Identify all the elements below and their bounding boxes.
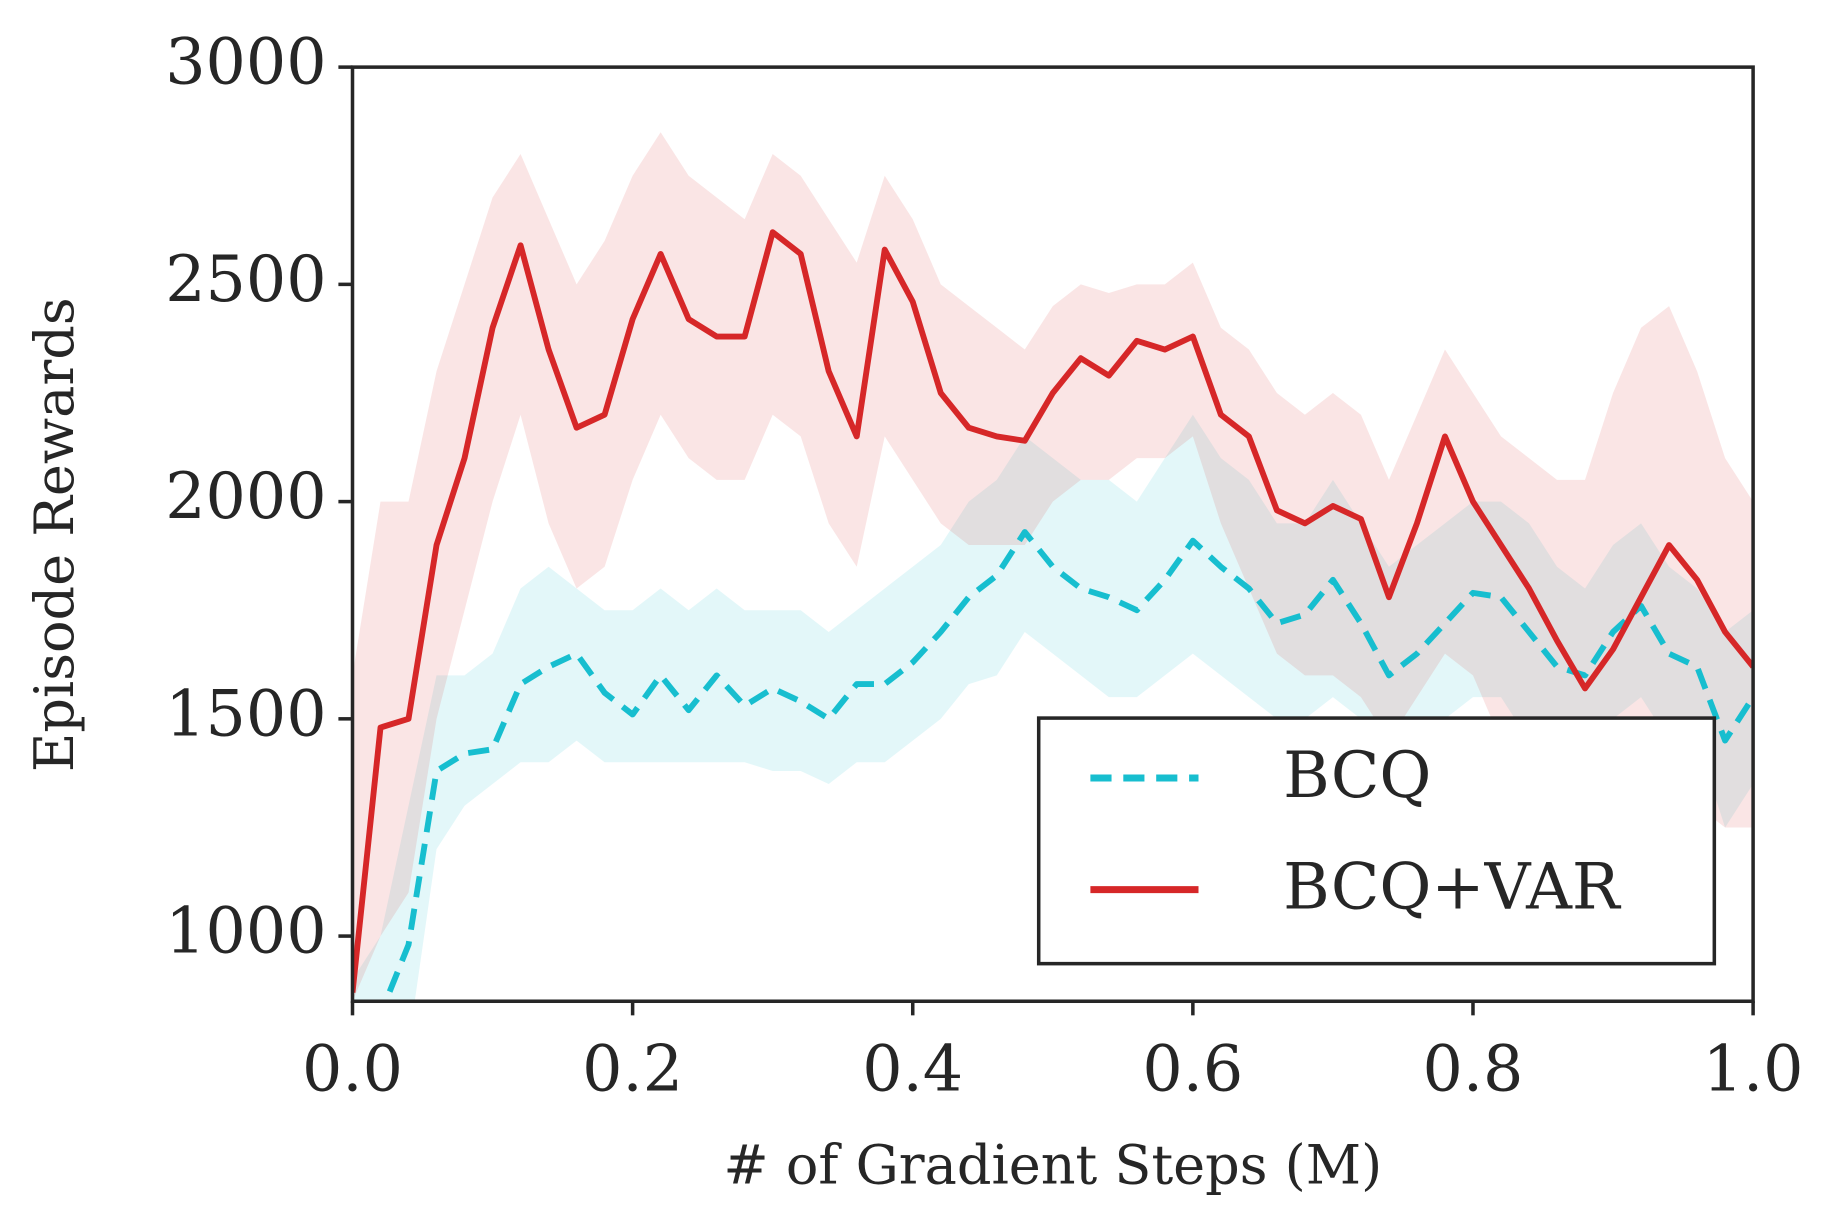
plot-frame [350, 65, 1755, 1004]
y-axis-label: Episode Rewards [23, 297, 86, 772]
y-tick-label: 1000 [165, 894, 326, 968]
x-tick-label: 0.6 [1142, 1032, 1243, 1106]
x-tick-label: 0.0 [302, 1032, 403, 1106]
x-tick-label: 0.2 [582, 1032, 683, 1106]
legend-label: BCQ [1283, 738, 1431, 812]
x-tick-label: 0.4 [862, 1032, 963, 1106]
y-tick-label: 2500 [165, 242, 326, 316]
y-tick-label: 1500 [165, 676, 326, 750]
x-tick-label: 1.0 [1703, 1032, 1804, 1106]
series-line [352, 229, 1754, 993]
legend-label: BCQ+VAR [1283, 849, 1622, 923]
lines [352, 229, 1754, 1002]
legend-box [1036, 716, 1717, 966]
y-tick-label: 2000 [165, 459, 326, 533]
legend: BCQ BCQ+VAR [1036, 716, 1717, 966]
x-axis-label: # of Gradient Steps (M) [723, 1133, 1382, 1196]
error-band [352, 132, 1754, 1002]
y-tick-label: 3000 [165, 25, 326, 99]
x-tick-label: 0.8 [1423, 1032, 1524, 1106]
series-line [382, 529, 1754, 1002]
